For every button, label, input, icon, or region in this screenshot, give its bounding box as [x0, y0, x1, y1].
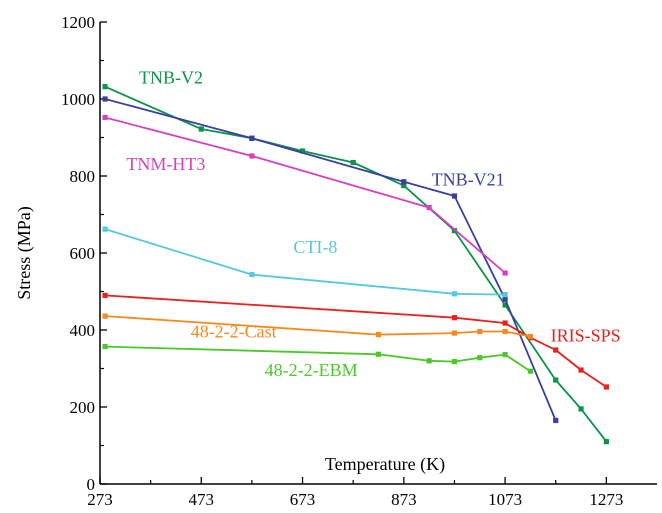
series-layer: [102, 84, 609, 445]
y-tick-label: 0: [87, 475, 96, 494]
data-point: [578, 367, 584, 373]
x-tick-label: 1273: [589, 490, 623, 509]
data-point: [102, 84, 108, 90]
series-line-tnb-v2: [104, 85, 608, 443]
data-point: [553, 417, 559, 424]
y-axis-title: Stress (MPa): [14, 206, 35, 300]
data-point: [603, 439, 609, 445]
y-tick-label: 1000: [61, 90, 95, 109]
data-point: [375, 332, 382, 338]
data-point: [451, 315, 458, 321]
data-point: [451, 358, 458, 365]
data-point: [502, 328, 508, 335]
series-48-2-2-ebm: [102, 343, 534, 374]
data-point: [198, 126, 204, 132]
data-point: [102, 226, 108, 232]
data-point: [102, 343, 108, 350]
x-tick-label: 473: [189, 490, 215, 509]
data-point: [451, 330, 458, 336]
data-point: [401, 183, 407, 189]
data-point: [249, 135, 255, 141]
data-point: [502, 352, 508, 358]
data-point: [299, 148, 306, 154]
data-point: [249, 271, 255, 278]
data-point: [502, 296, 508, 302]
y-tick-label: 600: [70, 244, 96, 263]
x-tick-label: 673: [290, 490, 316, 509]
series-label-tnm-ht3: TNM-HT3: [126, 154, 205, 174]
data-point: [527, 368, 534, 374]
data-point: [375, 351, 382, 357]
data-point: [401, 179, 407, 185]
series-line-cti-8: [104, 228, 506, 296]
y-tick-label: 800: [70, 167, 96, 186]
data-point: [527, 333, 534, 340]
series-labels: TNB-V2 TNB-V21 TNM-HT3 CTI-8 IRIS-SPS 48-2-2-…: [126, 68, 620, 381]
axes: 273 473 673 873 1073 1273 0 200 400 600 800 1000 120…: [61, 13, 657, 509]
series-label-tnb-v2: TNB-V2: [139, 68, 203, 88]
data-point: [502, 270, 508, 276]
data-point: [477, 328, 483, 335]
series-48-2-2-cast: [102, 313, 534, 340]
series-label-tnb-v21: TNB-V21: [432, 170, 505, 190]
data-point: [502, 320, 508, 326]
x-tick-label: 873: [391, 490, 417, 509]
series-tnb-v21: [102, 96, 559, 424]
series-tnm-ht3: [102, 114, 508, 276]
y-tick-label: 400: [70, 321, 96, 340]
series-line-tnb-v21: [104, 98, 557, 421]
data-point: [603, 384, 609, 390]
x-tick-label: 273: [87, 490, 113, 509]
y-tick-label: 200: [70, 398, 96, 417]
series-line-tnm-ht3: [104, 116, 506, 274]
x-axis-title: Temperature (K): [325, 454, 445, 475]
data-point: [102, 114, 108, 121]
series-cti-8: [102, 226, 508, 298]
series-tnb-v2: [102, 84, 609, 445]
data-point: [477, 355, 483, 361]
data-point: [102, 313, 108, 319]
series-label-cti-8: CTI-8: [293, 237, 337, 257]
data-point: [502, 291, 508, 298]
series-line-48-2-2-cast: [105, 315, 531, 338]
data-point: [350, 159, 356, 166]
data-point: [102, 96, 108, 102]
data-point: [426, 204, 432, 211]
series-label-48-2-2-ebm: 48-2-2-EBM: [265, 360, 358, 380]
data-point: [102, 292, 108, 298]
data-point: [451, 228, 458, 234]
data-point: [553, 377, 559, 383]
data-point: [502, 302, 508, 308]
y-tick-label: 1200: [61, 13, 95, 32]
data-point: [451, 291, 458, 297]
data-point: [249, 153, 255, 159]
data-point: [578, 406, 584, 412]
data-point: [426, 358, 432, 364]
data-point: [451, 193, 458, 199]
data-point: [553, 347, 559, 353]
series-label-48-2-2-cast: 48-2-2-Cast: [191, 322, 277, 342]
series-label-iris-sps: IRIS-SPS: [551, 326, 621, 346]
x-tick-label: 1073: [488, 490, 522, 509]
